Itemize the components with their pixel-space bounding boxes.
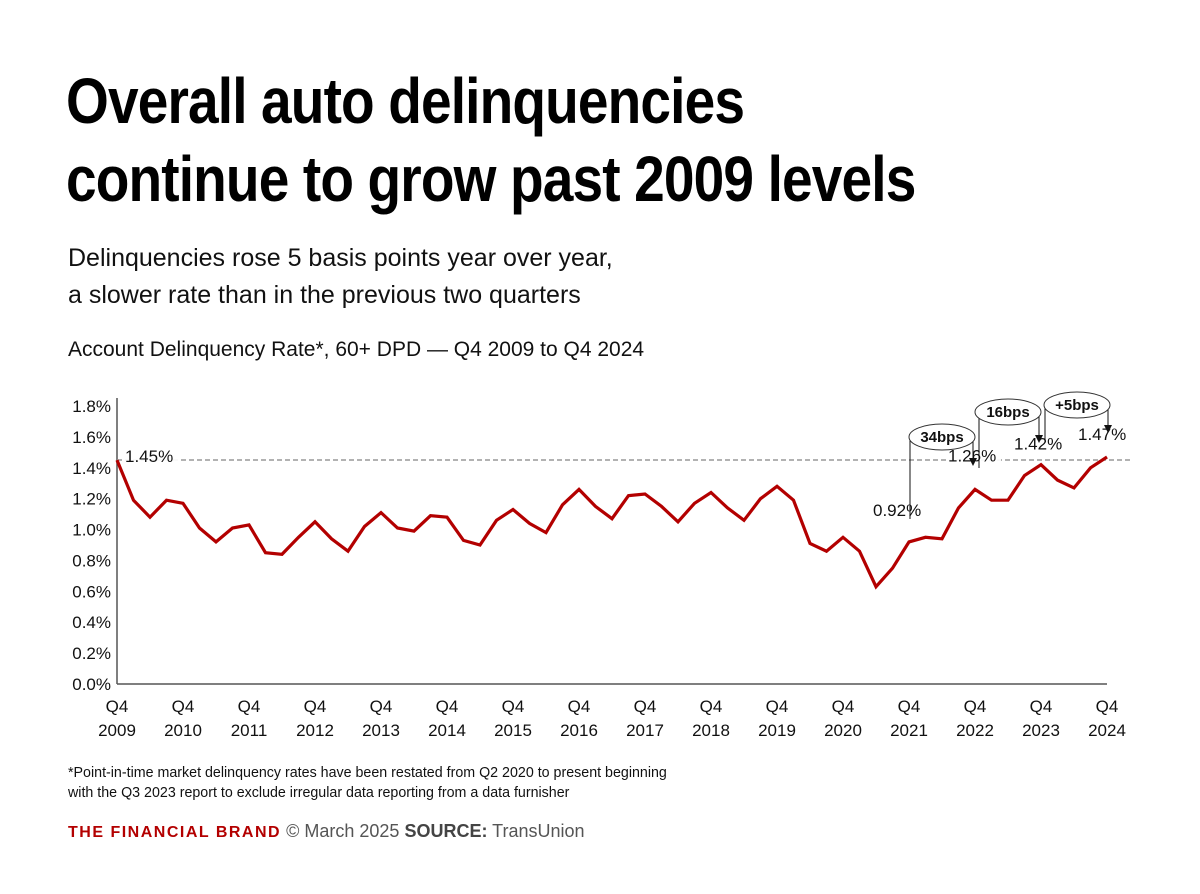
data-label-bg xyxy=(1077,421,1131,444)
x-tick-quarter: Q4 xyxy=(106,697,129,716)
x-tick-year: 2009 xyxy=(98,721,136,740)
annotation-bubble xyxy=(1043,391,1111,419)
x-tick-year: 2012 xyxy=(296,721,334,740)
x-tick-quarter: Q4 xyxy=(700,697,723,716)
data-label-bg xyxy=(1013,431,1067,454)
subtitle-line-2: a slower rate than in the previous two q… xyxy=(68,281,581,309)
annotation-label: 34bps xyxy=(920,429,963,446)
footer-date: © March 2025 xyxy=(286,821,400,841)
data-label-bg xyxy=(947,443,1001,466)
x-tick-quarter: Q4 xyxy=(568,697,591,716)
data-label-bg xyxy=(872,497,926,520)
arrow-down-icon xyxy=(969,458,977,466)
y-tick-label: 0.4% xyxy=(72,613,111,632)
x-tick-year: 2016 xyxy=(560,721,598,740)
x-tick-year: 2017 xyxy=(626,721,664,740)
x-tick-quarter: Q4 xyxy=(832,697,855,716)
x-tick-quarter: Q4 xyxy=(1096,697,1119,716)
x-tick-year: 2011 xyxy=(231,721,268,740)
y-tick-label: 0.0% xyxy=(72,675,111,694)
x-tick-year: 2020 xyxy=(824,721,862,740)
data-label: 0.92% xyxy=(873,501,921,520)
footnote: *Point-in-time market delinquency rates … xyxy=(68,763,667,803)
title-line-2: continue to grow past 2009 levels xyxy=(66,143,916,215)
source-name: TransUnion xyxy=(492,821,585,841)
x-tick-year: 2019 xyxy=(758,721,796,740)
y-tick-label: 0.2% xyxy=(72,644,111,663)
y-tick-label: 0.6% xyxy=(72,582,111,601)
x-tick-year: 2021 xyxy=(890,721,928,740)
x-tick-quarter: Q4 xyxy=(172,697,195,716)
data-label: 1.45% xyxy=(125,447,173,466)
x-tick-quarter: Q4 xyxy=(370,697,393,716)
x-tick-year: 2015 xyxy=(494,721,532,740)
y-tick-label: 1.4% xyxy=(72,459,111,478)
x-tick-quarter: Q4 xyxy=(634,697,657,716)
subtitle: Delinquencies rose 5 basis points year o… xyxy=(68,240,613,314)
data-label: 1.47% xyxy=(1078,425,1126,444)
x-tick-year: 2013 xyxy=(362,721,400,740)
x-tick-year: 2022 xyxy=(956,721,994,740)
title-line-1: Overall auto delinquencies xyxy=(66,65,745,137)
brand-logo: THE FINANCIAL BRAND xyxy=(68,824,282,841)
x-tick-year: 2010 xyxy=(164,721,202,740)
x-tick-quarter: Q4 xyxy=(304,697,327,716)
x-tick-year: 2024 xyxy=(1088,721,1126,740)
annotation-label: +5bps xyxy=(1055,397,1099,414)
annotation-bubble xyxy=(908,423,976,451)
data-label-bg xyxy=(124,444,178,467)
footnote-line-1: *Point-in-time market delinquency rates … xyxy=(68,764,667,781)
chart-title: Account Delinquency Rate*, 60+ DPD — Q4 … xyxy=(68,338,645,361)
arrow-down-icon xyxy=(1035,435,1043,443)
y-tick-label: 1.8% xyxy=(72,397,111,416)
x-tick-quarter: Q4 xyxy=(502,697,525,716)
annotation-label: 16bps xyxy=(986,404,1029,421)
y-tick-label: 0.8% xyxy=(72,551,111,570)
page-title: Overall auto delinquencies continue to g… xyxy=(66,62,916,218)
arrow-down-icon xyxy=(1104,425,1112,433)
source-label: SOURCE: xyxy=(404,821,488,841)
x-tick-quarter: Q4 xyxy=(964,697,987,716)
x-tick-quarter: Q4 xyxy=(898,697,921,716)
x-tick-year: 2014 xyxy=(428,721,466,740)
x-tick-quarter: Q4 xyxy=(766,697,789,716)
x-tick-year: 2023 xyxy=(1022,721,1060,740)
x-tick-quarter: Q4 xyxy=(1030,697,1053,716)
footer: THE FINANCIAL BRAND © March 2025 SOURCE:… xyxy=(68,821,585,842)
y-tick-label: 1.2% xyxy=(72,490,111,509)
y-tick-label: 1.6% xyxy=(72,428,111,447)
annotation-bubble xyxy=(974,398,1042,426)
series-line xyxy=(115,455,1108,590)
x-tick-year: 2018 xyxy=(692,721,730,740)
x-tick-quarter: Q4 xyxy=(238,697,261,716)
subtitle-line-1: Delinquencies rose 5 basis points year o… xyxy=(68,244,613,272)
x-tick-quarter: Q4 xyxy=(436,697,459,716)
data-label: 1.26% xyxy=(948,446,996,465)
data-label: 1.42% xyxy=(1014,435,1062,454)
footnote-line-2: with the Q3 2023 report to exclude irreg… xyxy=(68,784,570,801)
y-tick-label: 1.0% xyxy=(72,521,111,540)
